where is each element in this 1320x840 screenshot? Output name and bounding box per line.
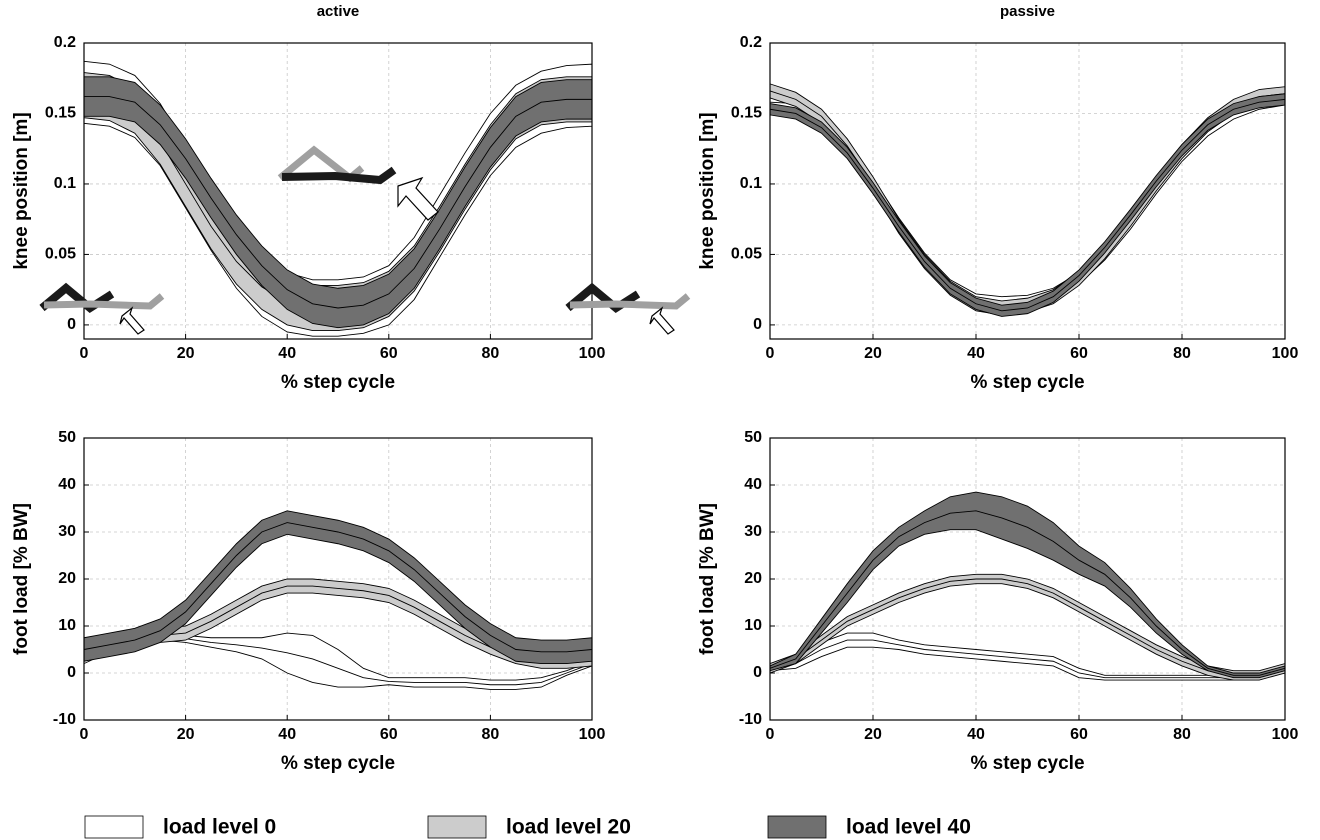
- mean-line: [83, 522, 593, 653]
- x-tick-label: 20: [177, 345, 195, 362]
- x-tick-label: 0: [766, 345, 775, 362]
- y-tick-label: 0.15: [731, 105, 762, 122]
- leg-icons: [39, 145, 691, 335]
- x-tick-label: 0: [80, 345, 89, 362]
- y-tick-label: 20: [744, 570, 762, 587]
- x-axis-label: % step cycle: [970, 372, 1084, 393]
- x-axis-label: % step cycle: [970, 753, 1084, 774]
- y-axis-label: foot load [% BW]: [11, 503, 32, 655]
- y-tick-label: 0: [753, 316, 762, 333]
- y-tick-label: -10: [739, 711, 762, 728]
- y-tick-label: 30: [58, 523, 76, 540]
- legend-swatch: [84, 815, 144, 839]
- x-tick-label: 60: [1070, 345, 1088, 362]
- x-tick-label: 20: [864, 726, 882, 743]
- x-tick-label: 80: [1173, 345, 1191, 362]
- chart-title: passive: [1000, 3, 1055, 20]
- mean-line: [769, 510, 1286, 676]
- x-tick-label: 80: [482, 726, 500, 743]
- y-tick-label: 10: [744, 617, 762, 634]
- y-tick-label: 0.1: [54, 175, 76, 192]
- mean-line: [769, 578, 1286, 676]
- leg-icon: [277, 145, 365, 183]
- y-tick-label: 0.2: [54, 34, 76, 51]
- x-tick-label: 60: [1070, 726, 1088, 743]
- mean-line: [84, 96, 592, 309]
- x-tick-label: 40: [967, 726, 985, 743]
- legend-swatch: [767, 815, 827, 839]
- y-tick-label: 50: [58, 429, 76, 446]
- legend-swatch: [427, 815, 487, 839]
- x-axis-label: % step cycle: [281, 753, 395, 774]
- x-tick-label: 100: [1272, 726, 1299, 743]
- y-tick-label: 0.2: [740, 34, 762, 51]
- y-tick-label: 30: [744, 523, 762, 540]
- x-tick-label: 100: [1272, 345, 1299, 362]
- y-tick-label: 0.1: [740, 175, 762, 192]
- y-tick-label: 40: [58, 476, 76, 493]
- legend-label: load level 40: [846, 816, 971, 839]
- x-tick-label: 40: [278, 726, 296, 743]
- x-tick-label: 0: [80, 726, 89, 743]
- panel: 0 20 40 60 80 100 0 0.05 0.1 0.15 0.2 active % step …: [11, 3, 605, 393]
- leg-icon: [43, 293, 165, 310]
- y-tick-label: 40: [744, 476, 762, 493]
- plot-frame: [83, 437, 593, 721]
- x-axis-label: % step cycle: [281, 372, 395, 393]
- x-tick-label: 60: [380, 726, 398, 743]
- legend-label: load level 0: [163, 816, 276, 839]
- x-tick-label: 60: [380, 345, 398, 362]
- leg-icon: [569, 293, 691, 310]
- y-tick-label: -10: [53, 711, 76, 728]
- x-tick-label: 80: [1173, 726, 1191, 743]
- x-tick-label: 100: [579, 345, 606, 362]
- chart-title: active: [317, 3, 360, 20]
- mean-line: [769, 98, 1286, 312]
- legend: load level 0 load level 20 load level 40: [84, 815, 971, 839]
- plot-background: [770, 43, 1285, 339]
- y-axis-label: knee position [m]: [11, 112, 32, 269]
- y-axis-label: foot load [% BW]: [697, 503, 718, 655]
- leg-icon: [281, 166, 397, 185]
- x-tick-label: 100: [579, 726, 606, 743]
- arrow-icon: [397, 176, 439, 221]
- x-tick-label: 80: [482, 345, 500, 362]
- y-tick-label: 50: [744, 429, 762, 446]
- x-tick-label: 40: [967, 345, 985, 362]
- y-tick-label: 0.05: [45, 246, 76, 263]
- y-tick-label: 0: [67, 664, 76, 681]
- y-tick-label: 0: [753, 664, 762, 681]
- x-tick-label: 20: [864, 345, 882, 362]
- legend-label: load level 20: [506, 816, 631, 839]
- x-tick-label: 0: [766, 726, 775, 743]
- y-tick-label: 0.15: [45, 105, 76, 122]
- x-tick-label: 20: [177, 726, 195, 743]
- y-tick-label: 20: [58, 570, 76, 587]
- panel: 0 20 40 60 80 100 0 0.05 0.1 0.15 0.2 passive % step…: [697, 3, 1298, 393]
- y-tick-label: 0.05: [731, 246, 762, 263]
- y-axis-label: knee position [m]: [697, 112, 718, 269]
- plot-frame: [769, 42, 1286, 340]
- arrow-icon: [649, 306, 675, 335]
- plot-frame: [83, 42, 593, 340]
- y-tick-label: 10: [58, 617, 76, 634]
- plot-frame: [769, 437, 1286, 721]
- y-tick-label: 0: [67, 316, 76, 333]
- x-tick-label: 40: [278, 345, 296, 362]
- arrow-icon: [119, 306, 145, 335]
- mean-line: [769, 639, 1286, 679]
